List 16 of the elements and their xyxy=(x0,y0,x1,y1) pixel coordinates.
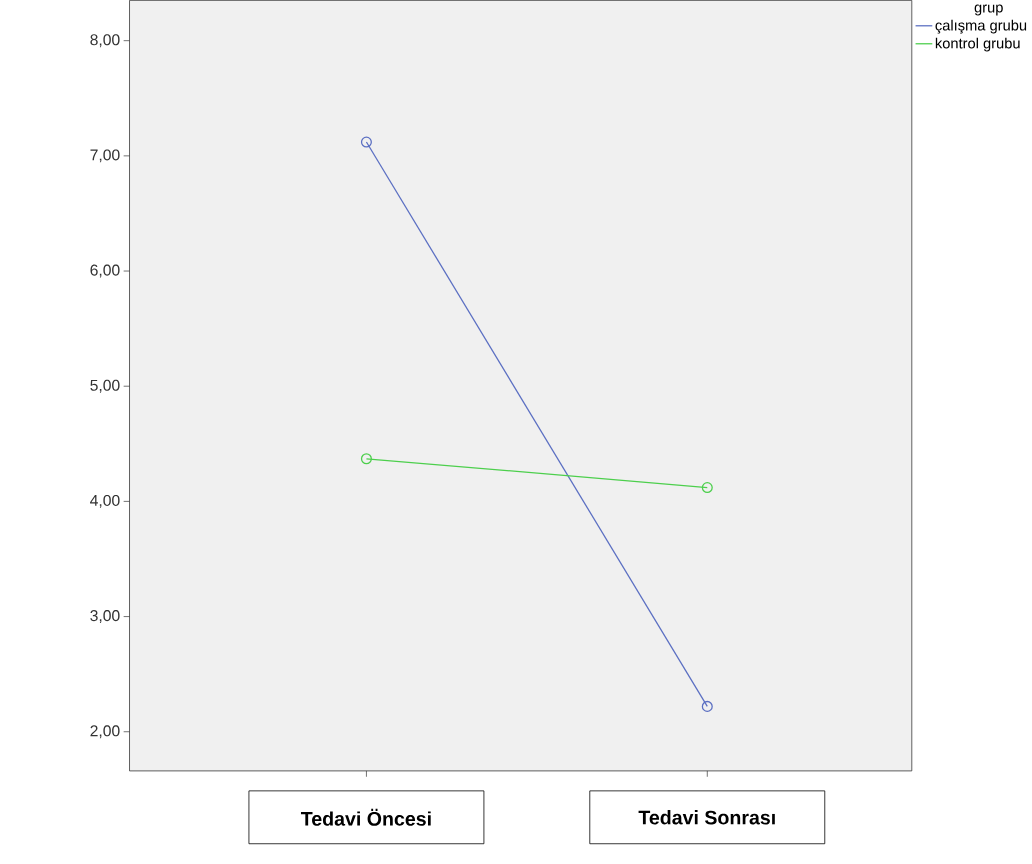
y-tick-label: 5,00 xyxy=(90,379,120,393)
y-tick-label: 8,00 xyxy=(90,34,120,48)
y-tick-label: 7,00 xyxy=(90,149,120,163)
y-tick-label: 2,00 xyxy=(90,725,120,739)
x-tick-label: Tedavi Sonrası xyxy=(638,810,775,825)
legend-label: kontrol grubu xyxy=(935,37,1020,52)
point xyxy=(360,136,372,148)
point xyxy=(701,481,713,494)
y-tick-label: 6,00 xyxy=(90,264,120,278)
x-tick-label: Tedavi Öncesi xyxy=(300,808,431,826)
point xyxy=(360,453,372,465)
legend-label: çalışma grubu xyxy=(935,19,1027,34)
point xyxy=(701,700,713,712)
y-tick-label: 4,00 xyxy=(90,494,120,508)
y-tick-label: 3,00 xyxy=(90,610,120,623)
legend-title: grup xyxy=(974,4,1003,16)
